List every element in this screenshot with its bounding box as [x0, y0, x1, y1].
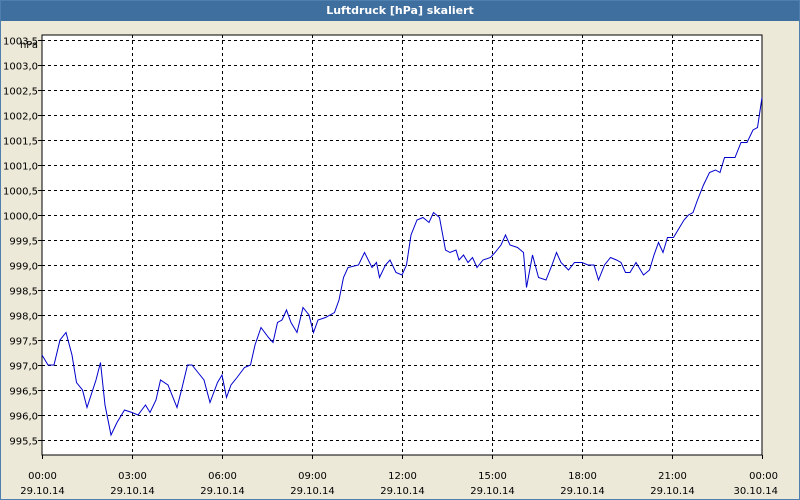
x-axis: 00:00 29.10.14 03:00 29.10.14 06:00 29.10.14 0… — [20, 455, 778, 497]
y-tick-label: 996,5 — [9, 387, 38, 398]
y-tick-label: 998,0 — [9, 312, 38, 323]
series-line — [41, 97, 763, 437]
y-tick-label: 1000,0 — [3, 212, 38, 223]
y-tick-label: 999,0 — [9, 262, 38, 273]
series-pressure — [41, 97, 763, 437]
y-tick-label: 1000,5 — [3, 187, 38, 198]
y-tick-label: 1003,0 — [3, 62, 38, 73]
x-tick-time-label: 03:00 — [118, 471, 147, 482]
x-tick-time-label: 00:00 — [749, 471, 778, 482]
x-tick-date-label: 30.10.14 — [733, 486, 778, 497]
y-tick-label: 1002,5 — [3, 87, 38, 98]
y-tick-label: 997,0 — [9, 362, 38, 373]
y-tick-label: 995,5 — [9, 437, 38, 448]
x-tick-date-label: 29.10.14 — [200, 486, 245, 497]
x-tick-date-label: 29.10.14 — [650, 486, 695, 497]
x-tick-time-label: 18:00 — [568, 471, 597, 482]
x-tick-time-label: 21:00 — [658, 471, 687, 482]
window-title: Luftdruck [hPa] skaliert — [1, 1, 799, 21]
y-tick-label: 1001,5 — [3, 137, 38, 148]
x-tick-date-label: 29.10.14 — [290, 486, 335, 497]
y-tick-label: 1002,0 — [3, 112, 38, 123]
x-tick-date-label: 29.10.14 — [380, 486, 425, 497]
y-tick-label: 1001,0 — [3, 162, 38, 173]
y-tick-label: 997,5 — [9, 337, 38, 348]
grid-lines — [42, 35, 762, 455]
y-tick-label: 996,0 — [9, 412, 38, 423]
x-tick-date-label: 29.10.14 — [560, 486, 605, 497]
x-tick-time-label: 15:00 — [478, 471, 507, 482]
x-tick-date-label: 29.10.14 — [110, 486, 155, 497]
x-tick-time-label: 06:00 — [208, 471, 237, 482]
y-tick-label: 998,5 — [9, 287, 38, 298]
y-tick-label: 999,5 — [9, 237, 38, 248]
y-axis-unit-label: hPa — [20, 40, 38, 51]
x-tick-time-label: 12:00 — [388, 471, 417, 482]
x-tick-date-label: 29.10.14 — [20, 486, 65, 497]
x-tick-time-label: 09:00 — [298, 471, 327, 482]
y-axis: hPa 995,5 996,0 996,5 997,0 997,5 998,0 998,5 9… — [3, 37, 42, 448]
y-tick-label: 1003,5 — [3, 37, 38, 48]
x-tick-time-label: 00:00 — [28, 471, 57, 482]
x-tick-date-label: 29.10.14 — [470, 486, 515, 497]
